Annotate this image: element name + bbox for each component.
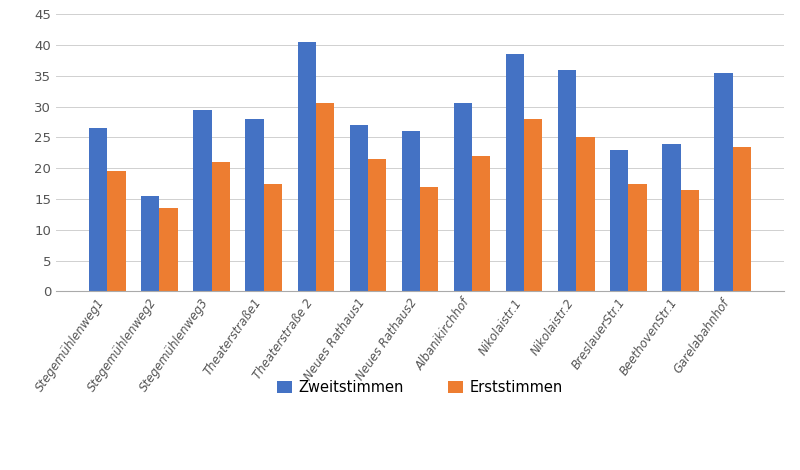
Bar [454, 103, 472, 291]
Bar [350, 125, 368, 291]
Bar [714, 73, 733, 291]
Bar [681, 190, 698, 291]
Bar [298, 42, 316, 291]
Bar [89, 128, 107, 291]
Bar [211, 162, 230, 291]
Bar [316, 103, 334, 291]
Bar [472, 156, 490, 291]
Bar [558, 70, 576, 291]
Bar [506, 54, 524, 291]
Legend: Zweitstimmen, Erststimmen: Zweitstimmen, Erststimmen [271, 374, 569, 400]
Bar [420, 187, 438, 291]
Bar [629, 184, 646, 291]
Bar [610, 149, 629, 291]
Bar [368, 159, 386, 291]
Bar [576, 137, 594, 291]
Bar [159, 208, 178, 291]
Bar [402, 131, 420, 291]
Bar [662, 143, 681, 291]
Bar [142, 196, 159, 291]
Bar [107, 171, 126, 291]
Bar [524, 119, 542, 291]
Bar [246, 119, 264, 291]
Bar [264, 184, 282, 291]
Bar [733, 147, 751, 291]
Bar [194, 110, 211, 291]
